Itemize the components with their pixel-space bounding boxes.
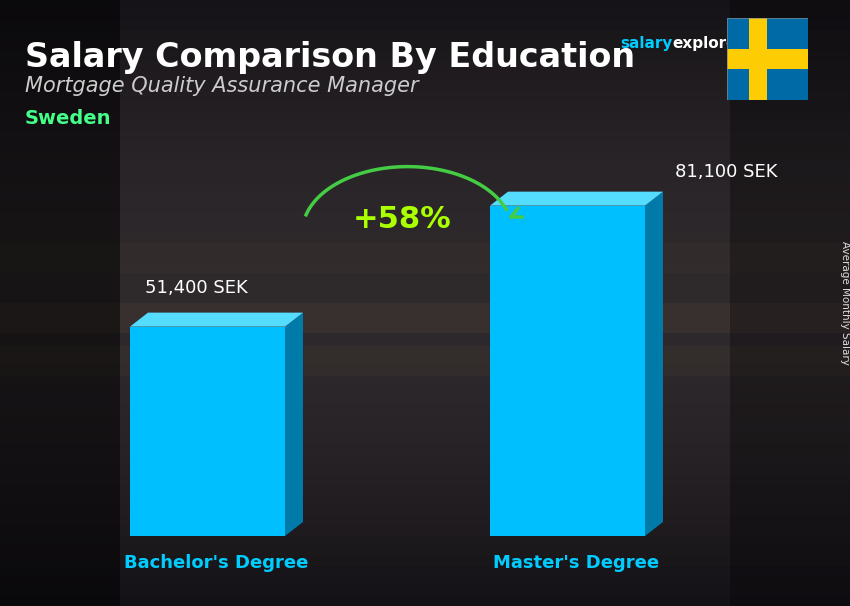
Bar — [0, 221, 850, 232]
Bar — [0, 181, 850, 192]
Bar — [0, 29, 850, 41]
Bar — [0, 171, 850, 182]
Bar — [0, 110, 850, 121]
Bar — [0, 494, 850, 505]
Polygon shape — [130, 327, 285, 536]
Bar — [0, 373, 850, 384]
Bar — [0, 444, 850, 454]
Bar — [0, 201, 850, 212]
Bar — [0, 345, 850, 376]
Bar — [0, 595, 850, 606]
Bar — [0, 433, 850, 444]
Bar — [0, 141, 850, 152]
Text: Bachelor's Degree: Bachelor's Degree — [124, 554, 309, 572]
Bar — [0, 0, 120, 606]
Bar — [0, 150, 850, 162]
Bar — [0, 50, 850, 61]
Bar — [0, 312, 850, 323]
Text: Salary Comparison By Education: Salary Comparison By Education — [25, 41, 635, 74]
Polygon shape — [130, 313, 303, 327]
Bar — [0, 271, 850, 283]
Bar — [0, 554, 850, 565]
Bar — [0, 342, 850, 353]
Bar — [0, 362, 850, 374]
Bar — [0, 534, 850, 545]
Text: Sweden: Sweden — [25, 109, 111, 128]
Text: Mortgage Quality Assurance Manager: Mortgage Quality Assurance Manager — [25, 76, 418, 96]
Bar — [0, 39, 850, 50]
Text: .com: .com — [734, 36, 775, 51]
Bar — [750, 18, 767, 100]
Bar — [0, 585, 850, 596]
Bar — [0, 302, 850, 313]
Bar — [0, 251, 850, 262]
Bar — [0, 262, 850, 273]
Bar — [0, 544, 850, 556]
Text: Average Monthly Salary: Average Monthly Salary — [840, 241, 850, 365]
Bar — [730, 0, 850, 606]
Bar — [0, 242, 850, 273]
Bar — [0, 403, 850, 414]
Bar — [0, 0, 850, 10]
Text: 51,400 SEK: 51,400 SEK — [145, 279, 248, 296]
Polygon shape — [490, 191, 663, 205]
Bar — [0, 292, 850, 303]
Bar — [0, 211, 850, 222]
Bar — [0, 19, 850, 30]
Polygon shape — [285, 313, 303, 536]
Bar — [0, 504, 850, 515]
Bar — [0, 413, 850, 424]
Bar — [0, 120, 850, 132]
Bar — [0, 303, 850, 333]
Bar — [0, 524, 850, 535]
Text: +58%: +58% — [353, 205, 452, 234]
Bar — [0, 423, 850, 435]
Bar — [0, 231, 850, 242]
Text: 81,100 SEK: 81,100 SEK — [675, 162, 778, 181]
Bar — [0, 241, 850, 253]
Bar — [0, 514, 850, 525]
Bar — [0, 100, 850, 111]
Bar — [0, 59, 850, 71]
Bar — [0, 565, 850, 576]
Text: salary: salary — [620, 36, 672, 51]
Bar — [0, 80, 850, 91]
Text: explorer: explorer — [672, 36, 744, 51]
Bar — [0, 161, 850, 171]
Bar — [727, 49, 808, 69]
Bar — [0, 191, 850, 202]
Bar — [0, 393, 850, 404]
Bar — [0, 282, 850, 293]
Bar — [0, 464, 850, 474]
Bar — [0, 70, 850, 81]
Bar — [0, 484, 850, 495]
Polygon shape — [490, 205, 645, 536]
Bar — [0, 453, 850, 465]
Bar — [0, 332, 850, 344]
Polygon shape — [645, 191, 663, 536]
Bar — [0, 130, 850, 141]
Bar — [0, 322, 850, 333]
Bar — [0, 574, 850, 586]
Bar — [0, 474, 850, 485]
Bar — [0, 9, 850, 20]
Text: Master's Degree: Master's Degree — [494, 554, 660, 572]
Bar — [0, 90, 850, 101]
Bar — [0, 383, 850, 394]
Bar — [0, 353, 850, 364]
